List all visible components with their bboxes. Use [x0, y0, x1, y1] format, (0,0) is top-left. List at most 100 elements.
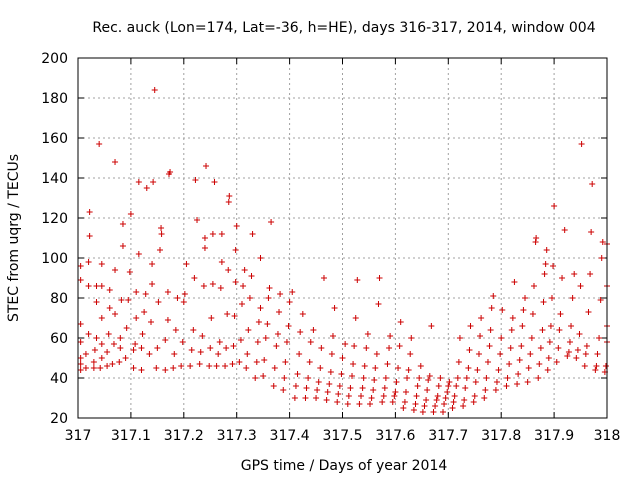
data-point: [170, 365, 177, 371]
data-point: [589, 181, 596, 187]
data-point: [207, 345, 214, 351]
data-point: [211, 179, 218, 185]
data-point: [576, 331, 583, 337]
data-point: [402, 389, 409, 395]
data-point: [542, 261, 549, 267]
data-point: [405, 367, 412, 373]
data-point: [546, 339, 553, 345]
data-point: [90, 365, 97, 371]
y-tick-label: 100: [41, 251, 68, 267]
data-point: [470, 399, 477, 405]
data-point: [201, 245, 208, 251]
data-point: [384, 361, 391, 367]
data-point: [334, 399, 341, 405]
data-point: [274, 331, 281, 337]
data-point: [135, 251, 142, 257]
data-point: [492, 387, 499, 393]
x-tick-label: 317.6: [375, 428, 415, 444]
data-point: [350, 361, 357, 367]
data-point: [472, 379, 479, 385]
data-point: [281, 375, 288, 381]
data-point: [361, 363, 368, 369]
data-point: [370, 387, 377, 393]
data-point: [264, 321, 271, 327]
data-point: [156, 247, 163, 253]
data-point: [433, 397, 440, 403]
data-point: [206, 363, 213, 369]
data-point: [407, 351, 414, 357]
data-point: [226, 193, 233, 199]
data-point: [440, 409, 447, 415]
data-point: [583, 343, 590, 349]
data-point: [291, 395, 298, 401]
data-point: [286, 299, 293, 305]
data-point: [306, 359, 313, 365]
data-point: [315, 379, 322, 385]
data-point: [106, 287, 113, 293]
data-point: [294, 371, 301, 377]
data-point: [585, 309, 592, 315]
data-point: [155, 299, 162, 305]
data-point: [77, 339, 84, 345]
data-point: [425, 377, 432, 383]
x-tick-label: 317.7: [428, 428, 468, 444]
data-point: [217, 285, 224, 291]
data-point: [351, 343, 358, 349]
data-point: [498, 335, 505, 341]
data-point: [536, 361, 543, 367]
data-point: [568, 323, 575, 329]
data-point: [428, 323, 435, 329]
data-point: [345, 393, 352, 399]
data-point: [138, 345, 145, 351]
data-point: [376, 275, 383, 281]
data-point: [533, 235, 540, 241]
data-point: [313, 395, 320, 401]
data-point: [215, 351, 222, 357]
data-point: [519, 323, 526, 329]
data-point: [326, 381, 333, 387]
data-point: [285, 323, 292, 329]
y-tick-label: 200: [41, 51, 68, 67]
data-point: [342, 341, 349, 347]
data-point: [265, 295, 272, 301]
data-point: [442, 395, 449, 401]
data-point: [216, 339, 223, 345]
data-point: [158, 231, 165, 237]
data-point: [233, 223, 240, 229]
data-point: [271, 365, 278, 371]
data-point: [487, 327, 494, 333]
data-point: [151, 87, 158, 93]
data-point: [243, 365, 250, 371]
data-point: [105, 331, 112, 337]
data-point: [197, 349, 204, 355]
data-point: [283, 339, 290, 345]
data-point: [453, 383, 460, 389]
data-point: [305, 375, 312, 381]
data-point: [142, 291, 149, 297]
data-point: [252, 375, 259, 381]
data-point: [544, 367, 551, 373]
data-point: [410, 407, 417, 413]
data-point: [462, 385, 469, 391]
data-point: [474, 367, 481, 373]
y-tick-label: 140: [41, 171, 68, 187]
y-tick-label: 160: [41, 131, 68, 147]
data-point: [556, 327, 563, 333]
data-point: [328, 351, 335, 357]
data-point: [158, 225, 165, 231]
data-point: [471, 393, 478, 399]
data-point: [516, 357, 523, 363]
data-point: [482, 387, 489, 393]
x-tick-label: 317: [65, 428, 92, 444]
data-point: [85, 283, 92, 289]
data-point: [273, 343, 280, 349]
data-point: [323, 397, 330, 403]
data-point: [150, 179, 157, 185]
data-point: [358, 393, 365, 399]
data-point: [171, 351, 178, 357]
data-point: [238, 301, 245, 307]
data-point: [138, 367, 145, 373]
data-point: [126, 269, 133, 275]
data-point: [307, 339, 314, 345]
data-point: [444, 389, 451, 395]
